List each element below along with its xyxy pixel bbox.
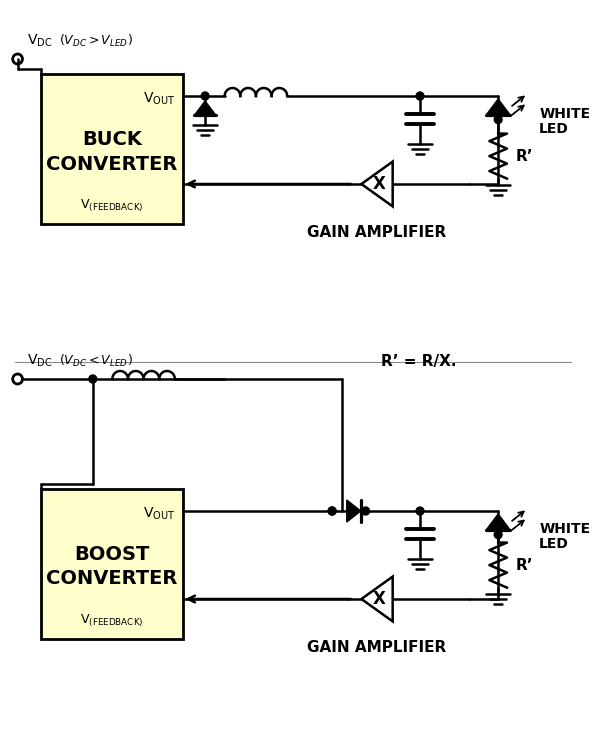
- Circle shape: [328, 507, 336, 515]
- Polygon shape: [487, 99, 510, 115]
- Text: X: X: [373, 175, 386, 193]
- Text: BUCK: BUCK: [82, 129, 142, 149]
- Text: GAIN AMPLIFIER: GAIN AMPLIFIER: [307, 225, 446, 240]
- Text: LED: LED: [539, 122, 569, 136]
- Circle shape: [416, 507, 424, 515]
- FancyBboxPatch shape: [41, 74, 182, 224]
- Text: X: X: [373, 590, 386, 608]
- Polygon shape: [347, 500, 361, 522]
- Polygon shape: [487, 514, 510, 530]
- Circle shape: [328, 507, 336, 515]
- Text: LED: LED: [539, 537, 569, 551]
- Circle shape: [494, 115, 502, 124]
- Text: $\mathsf{V_{(FEEDBACK)}}$: $\mathsf{V_{(FEEDBACK)}}$: [80, 613, 143, 629]
- Text: $(V_{DC} < V_{LED})$: $(V_{DC} < V_{LED})$: [59, 353, 133, 369]
- Text: R’ = R/X.: R’ = R/X.: [381, 354, 457, 369]
- Text: $(V_{DC} > V_{LED})$: $(V_{DC} > V_{LED})$: [59, 33, 133, 49]
- Circle shape: [201, 92, 209, 100]
- Text: R’: R’: [516, 149, 533, 164]
- Text: R’: R’: [516, 557, 533, 573]
- Text: $\mathsf{V_{DC}}$: $\mathsf{V_{DC}}$: [28, 353, 53, 369]
- Circle shape: [494, 530, 502, 539]
- Circle shape: [89, 375, 97, 383]
- Circle shape: [362, 507, 370, 515]
- Text: $\mathsf{V_{OUT}}$: $\mathsf{V_{OUT}}$: [143, 91, 175, 107]
- Text: CONVERTER: CONVERTER: [46, 155, 178, 173]
- FancyBboxPatch shape: [41, 489, 182, 639]
- Text: BOOST: BOOST: [74, 545, 149, 563]
- Text: CONVERTER: CONVERTER: [46, 569, 178, 589]
- Text: GAIN AMPLIFIER: GAIN AMPLIFIER: [307, 640, 446, 655]
- Circle shape: [416, 92, 424, 100]
- Polygon shape: [194, 101, 216, 115]
- Text: $\mathsf{V_{DC}}$: $\mathsf{V_{DC}}$: [28, 33, 53, 49]
- Text: $\mathsf{V_{OUT}}$: $\mathsf{V_{OUT}}$: [143, 506, 175, 522]
- Text: WHITE: WHITE: [539, 522, 590, 536]
- Text: $\mathsf{V_{(FEEDBACK)}}$: $\mathsf{V_{(FEEDBACK)}}$: [80, 198, 143, 214]
- Text: WHITE: WHITE: [539, 107, 590, 121]
